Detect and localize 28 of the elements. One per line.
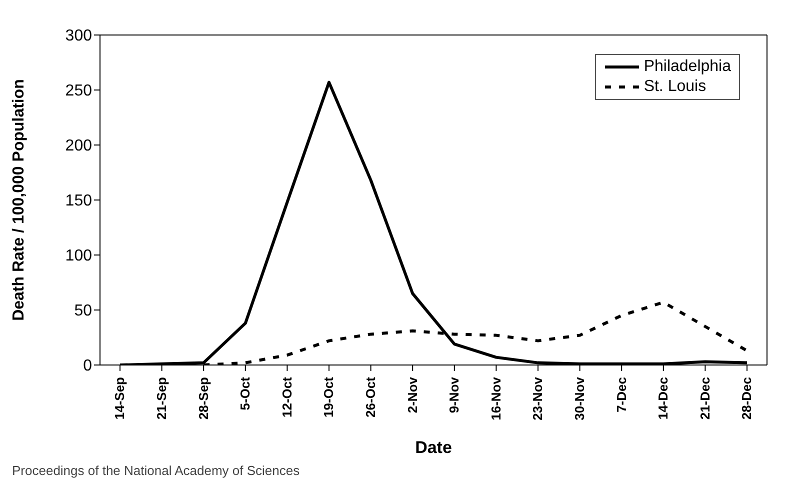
x-tick-label: 12-Oct — [279, 376, 294, 418]
x-tick-label: 2-Nov — [404, 376, 420, 414]
x-tick-label: 21-Sep — [154, 376, 170, 420]
y-tick-label: 150 — [65, 192, 92, 210]
y-tick-label: 250 — [65, 82, 92, 100]
y-axis-title: Death Rate / 100,000 Population — [10, 79, 28, 321]
x-tick-label: 30-Nov — [572, 376, 588, 420]
legend-label: Philadelphia — [644, 57, 731, 77]
text: Proceedings of the National Academy of Sciences — [12, 463, 301, 478]
x-tick-label: 19-Oct — [321, 376, 336, 418]
x-tick-label: 9-Nov — [446, 376, 462, 414]
y-tick-label: 300 — [65, 28, 92, 45]
x-tick-label: 14-Dec — [656, 377, 671, 420]
x-tick-label: 23-Nov — [530, 376, 546, 420]
x-tick-label: 16-Nov — [488, 376, 504, 420]
y-tick-label: 200 — [65, 138, 92, 155]
x-axis-title: Date — [415, 438, 452, 457]
x-tick-label: 14-Sep — [112, 376, 128, 420]
x-tick-label: 26-Oct — [363, 376, 378, 418]
x-tick-label: 5-Oct — [238, 376, 253, 410]
x-tick-label: 28-Sep — [196, 376, 211, 420]
y-tick-label: 0 — [83, 358, 92, 375]
x-tick-label: 21-Dec — [697, 377, 712, 420]
legend-label: St. Louis — [644, 77, 706, 97]
y-tick-label: 50 — [74, 302, 92, 320]
x-tick-label: 7-Dec — [614, 377, 629, 412]
x-tick-label: 28-Dec — [739, 377, 754, 420]
y-tick-label: 100 — [65, 248, 92, 265]
